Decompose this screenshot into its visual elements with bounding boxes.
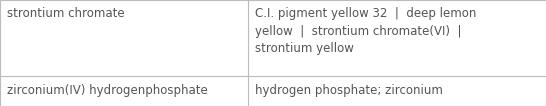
Text: C.I. pigment yellow 32  |  deep lemon: C.I. pigment yellow 32 | deep lemon xyxy=(255,7,476,20)
Text: yellow  |  strontium chromate(VI)  |: yellow | strontium chromate(VI) | xyxy=(255,25,461,38)
Text: zirconium(IV) hydrogenphosphate: zirconium(IV) hydrogenphosphate xyxy=(7,84,207,97)
Text: strontium yellow: strontium yellow xyxy=(255,42,354,55)
Text: strontium chromate: strontium chromate xyxy=(7,7,124,20)
Text: hydrogen phosphate; zirconium: hydrogen phosphate; zirconium xyxy=(255,84,443,97)
